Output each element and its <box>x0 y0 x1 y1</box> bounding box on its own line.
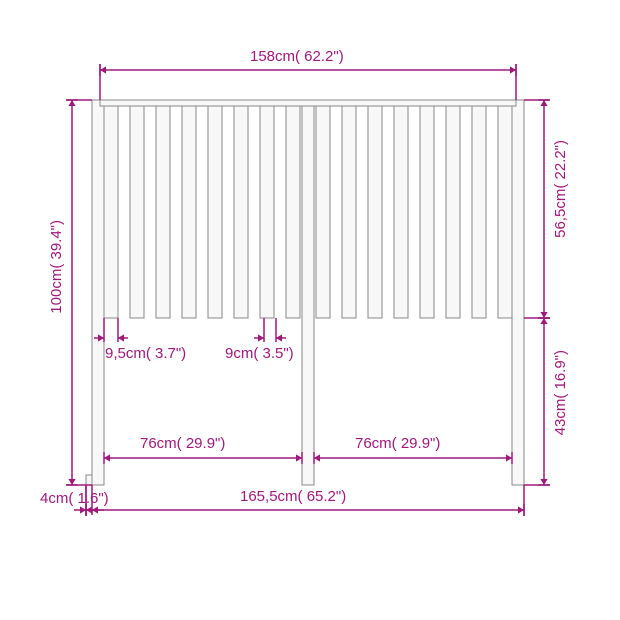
label-leg-right: 76cm( 29.9") <box>355 435 440 452</box>
label-depth: 4cm( 1.6") <box>40 490 109 507</box>
dimension-drawing <box>0 0 620 620</box>
label-slat-w: 9,5cm( 3.7") <box>105 345 186 362</box>
label-leg-left: 76cm( 29.9") <box>140 435 225 452</box>
label-left-height: 100cm( 39.4") <box>48 220 65 314</box>
label-top-width: 158cm( 62.2") <box>250 48 344 65</box>
label-right-upper: 56,5cm( 22.2") <box>552 140 569 238</box>
label-overall-width: 165,5cm( 65.2") <box>240 488 346 505</box>
label-right-lower: 43cm( 16.9") <box>552 350 569 435</box>
label-gap-w: 9cm( 3.5") <box>225 345 294 362</box>
